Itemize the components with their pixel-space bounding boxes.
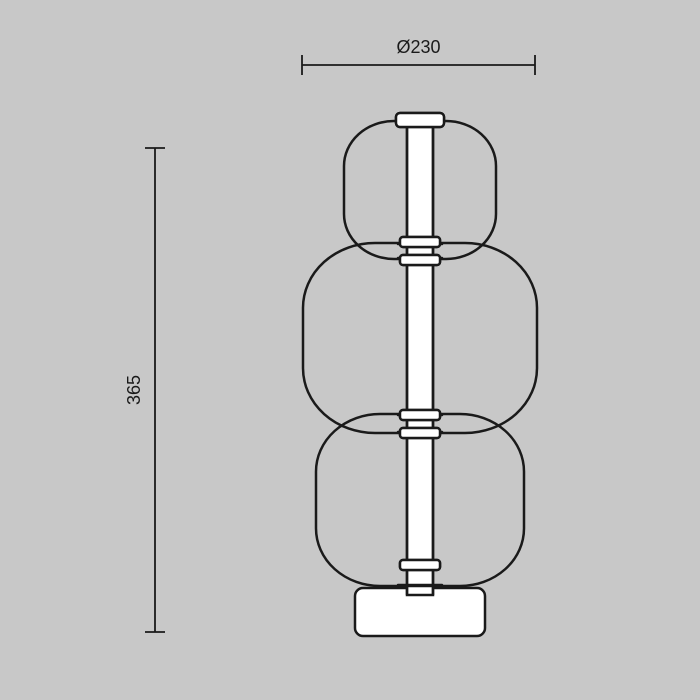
width-dimension-label: Ø230 <box>396 37 440 57</box>
stem-collar-front <box>400 255 440 265</box>
stem-collar-front <box>400 428 440 438</box>
lamp-top-cap-front <box>396 113 444 127</box>
drawing-bg <box>0 0 700 700</box>
stem-collar-front <box>400 560 440 570</box>
stem-collar-front <box>400 237 440 247</box>
height-dimension-label: 365 <box>124 375 144 405</box>
stem-collar-front <box>400 410 440 420</box>
lamp-stem <box>407 120 433 595</box>
technical-drawing: Ø230 365 <box>0 0 700 700</box>
